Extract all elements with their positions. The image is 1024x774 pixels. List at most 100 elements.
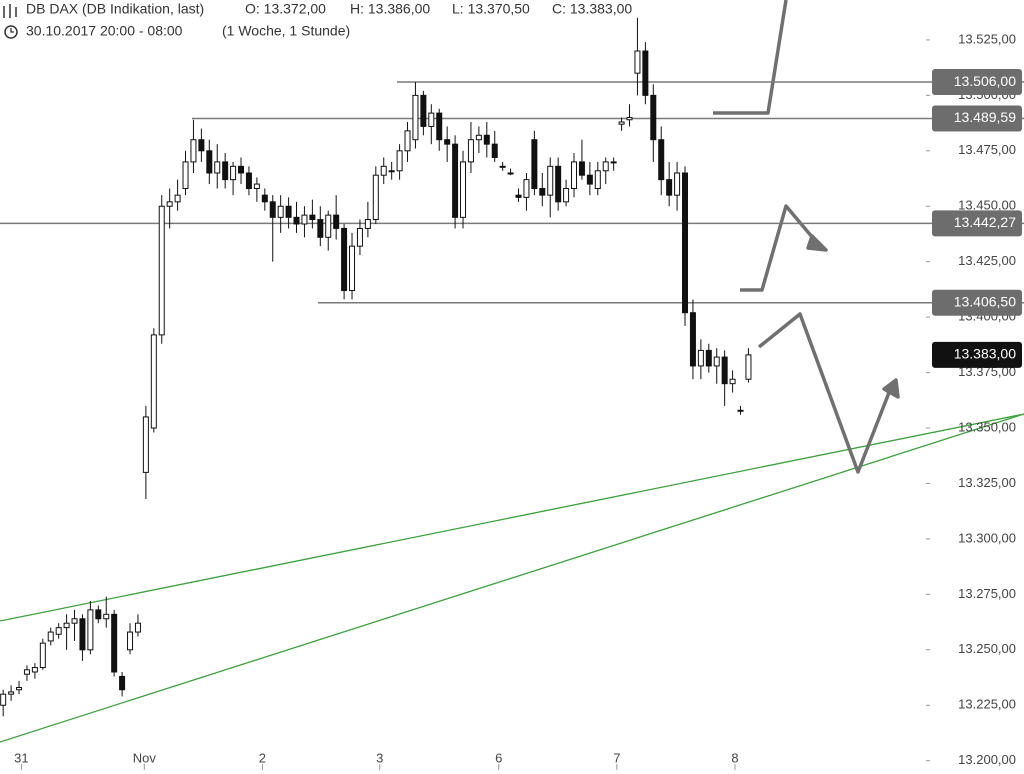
candle-body <box>412 94 419 141</box>
level-label: 13.489,59 <box>954 109 1016 125</box>
candle-body <box>119 675 126 691</box>
x-tick-label: 2 <box>259 750 266 765</box>
clock-icon <box>4 25 18 39</box>
candle-body <box>31 667 38 673</box>
level-label: 13.442,27 <box>954 214 1016 230</box>
candle-body <box>198 139 205 152</box>
candle-body <box>206 150 213 174</box>
candle-body <box>618 121 625 125</box>
chart-interval: (1 Woche, 1 Stunde) <box>222 23 350 39</box>
candle-body <box>428 112 435 127</box>
x-tick-label: 7 <box>613 750 620 765</box>
candle-body <box>230 165 237 181</box>
candle-body <box>563 188 570 203</box>
candle-body <box>531 139 538 190</box>
candle-body <box>47 631 54 642</box>
candle-body <box>404 130 411 152</box>
candle-body <box>190 139 197 163</box>
ohlc-low: L: 13.370,50 <box>452 1 530 17</box>
candle-body <box>380 165 387 176</box>
candle-body <box>158 205 165 336</box>
candle-body <box>658 139 665 181</box>
candle-body <box>253 183 260 190</box>
candle-body <box>602 161 609 172</box>
candle-body <box>214 161 221 174</box>
last-price-box <box>932 341 1022 368</box>
candle-body <box>713 356 720 367</box>
candle-body <box>578 161 585 176</box>
x-tick-label: 31 <box>14 750 28 765</box>
candle-body <box>87 609 94 651</box>
candle-body <box>483 134 490 145</box>
candle-body <box>721 356 728 385</box>
y-tick-label: 13.225,00 <box>958 697 1016 712</box>
candle-body <box>309 214 316 221</box>
candle-body <box>682 172 689 314</box>
forecast-arrow <box>740 204 820 292</box>
candle-body <box>317 219 324 238</box>
ohlc-high: H: 13.386,00 <box>350 1 430 17</box>
candle-body <box>396 150 403 172</box>
chart-subtitle: 30.10.2017 20:00 - 08:00 <box>26 23 183 39</box>
candle-body <box>79 618 86 651</box>
candle-body <box>111 613 118 673</box>
y-tick-label: 13.275,00 <box>958 586 1016 601</box>
candle-body <box>285 205 292 218</box>
candle-body <box>499 165 506 168</box>
y-tick-label: 13.450,00 <box>958 198 1016 213</box>
candle-body <box>460 161 467 218</box>
candle-body <box>349 245 356 292</box>
candle-body <box>55 627 62 635</box>
candle-body <box>642 50 649 96</box>
y-tick-label: 13.300,00 <box>958 530 1016 545</box>
candle-body <box>523 179 530 198</box>
trend-lines <box>0 413 1024 743</box>
candle-body <box>729 378 736 385</box>
trend-line <box>0 413 1024 622</box>
clock-hands <box>10 28 14 33</box>
candle-body <box>95 609 102 620</box>
x-tick-label: 8 <box>731 750 738 765</box>
candle-body <box>261 194 268 203</box>
candle-body <box>39 642 46 669</box>
candle-body <box>103 613 110 620</box>
candle-body <box>71 618 78 624</box>
forecast-arrows <box>713 0 900 474</box>
ohlc-open: O: 13.372,00 <box>245 1 326 17</box>
candle-body <box>134 622 141 633</box>
candle-body <box>594 170 601 190</box>
candle-body <box>436 112 443 141</box>
level-label: 13.506,00 <box>954 73 1016 89</box>
candle-body <box>269 201 276 218</box>
candle-body <box>444 139 451 145</box>
candle-body <box>0 693 7 706</box>
candle-body <box>705 349 712 367</box>
candle-body <box>356 227 363 247</box>
candle-body <box>63 622 70 629</box>
header: DB DAX (DB Indikation, last) O: 13.372,0… <box>3 1 632 39</box>
candle-body <box>127 631 134 651</box>
candle-body <box>555 165 562 203</box>
candle-body <box>634 50 641 74</box>
level-label: 13.406,50 <box>954 293 1016 309</box>
candle-body <box>507 172 514 175</box>
chart-icon <box>3 4 17 18</box>
x-tick-label: 6 <box>495 750 502 765</box>
candle-body <box>238 165 245 174</box>
candle-body <box>650 94 657 141</box>
candle-body <box>610 161 617 164</box>
candle-body <box>420 94 427 127</box>
candle-body <box>388 170 395 173</box>
candle-body <box>23 669 30 675</box>
arrow-head <box>806 234 828 252</box>
candle-body <box>689 312 696 367</box>
chart-title: DB DAX (DB Indikation, last) <box>26 1 204 17</box>
y-tick-label: 13.250,00 <box>958 641 1016 656</box>
candle-body <box>674 172 681 196</box>
candle-body <box>150 334 157 429</box>
candle-body <box>452 143 459 218</box>
candle-body <box>142 416 149 473</box>
candle-body <box>301 214 308 225</box>
candle-body <box>16 687 23 691</box>
